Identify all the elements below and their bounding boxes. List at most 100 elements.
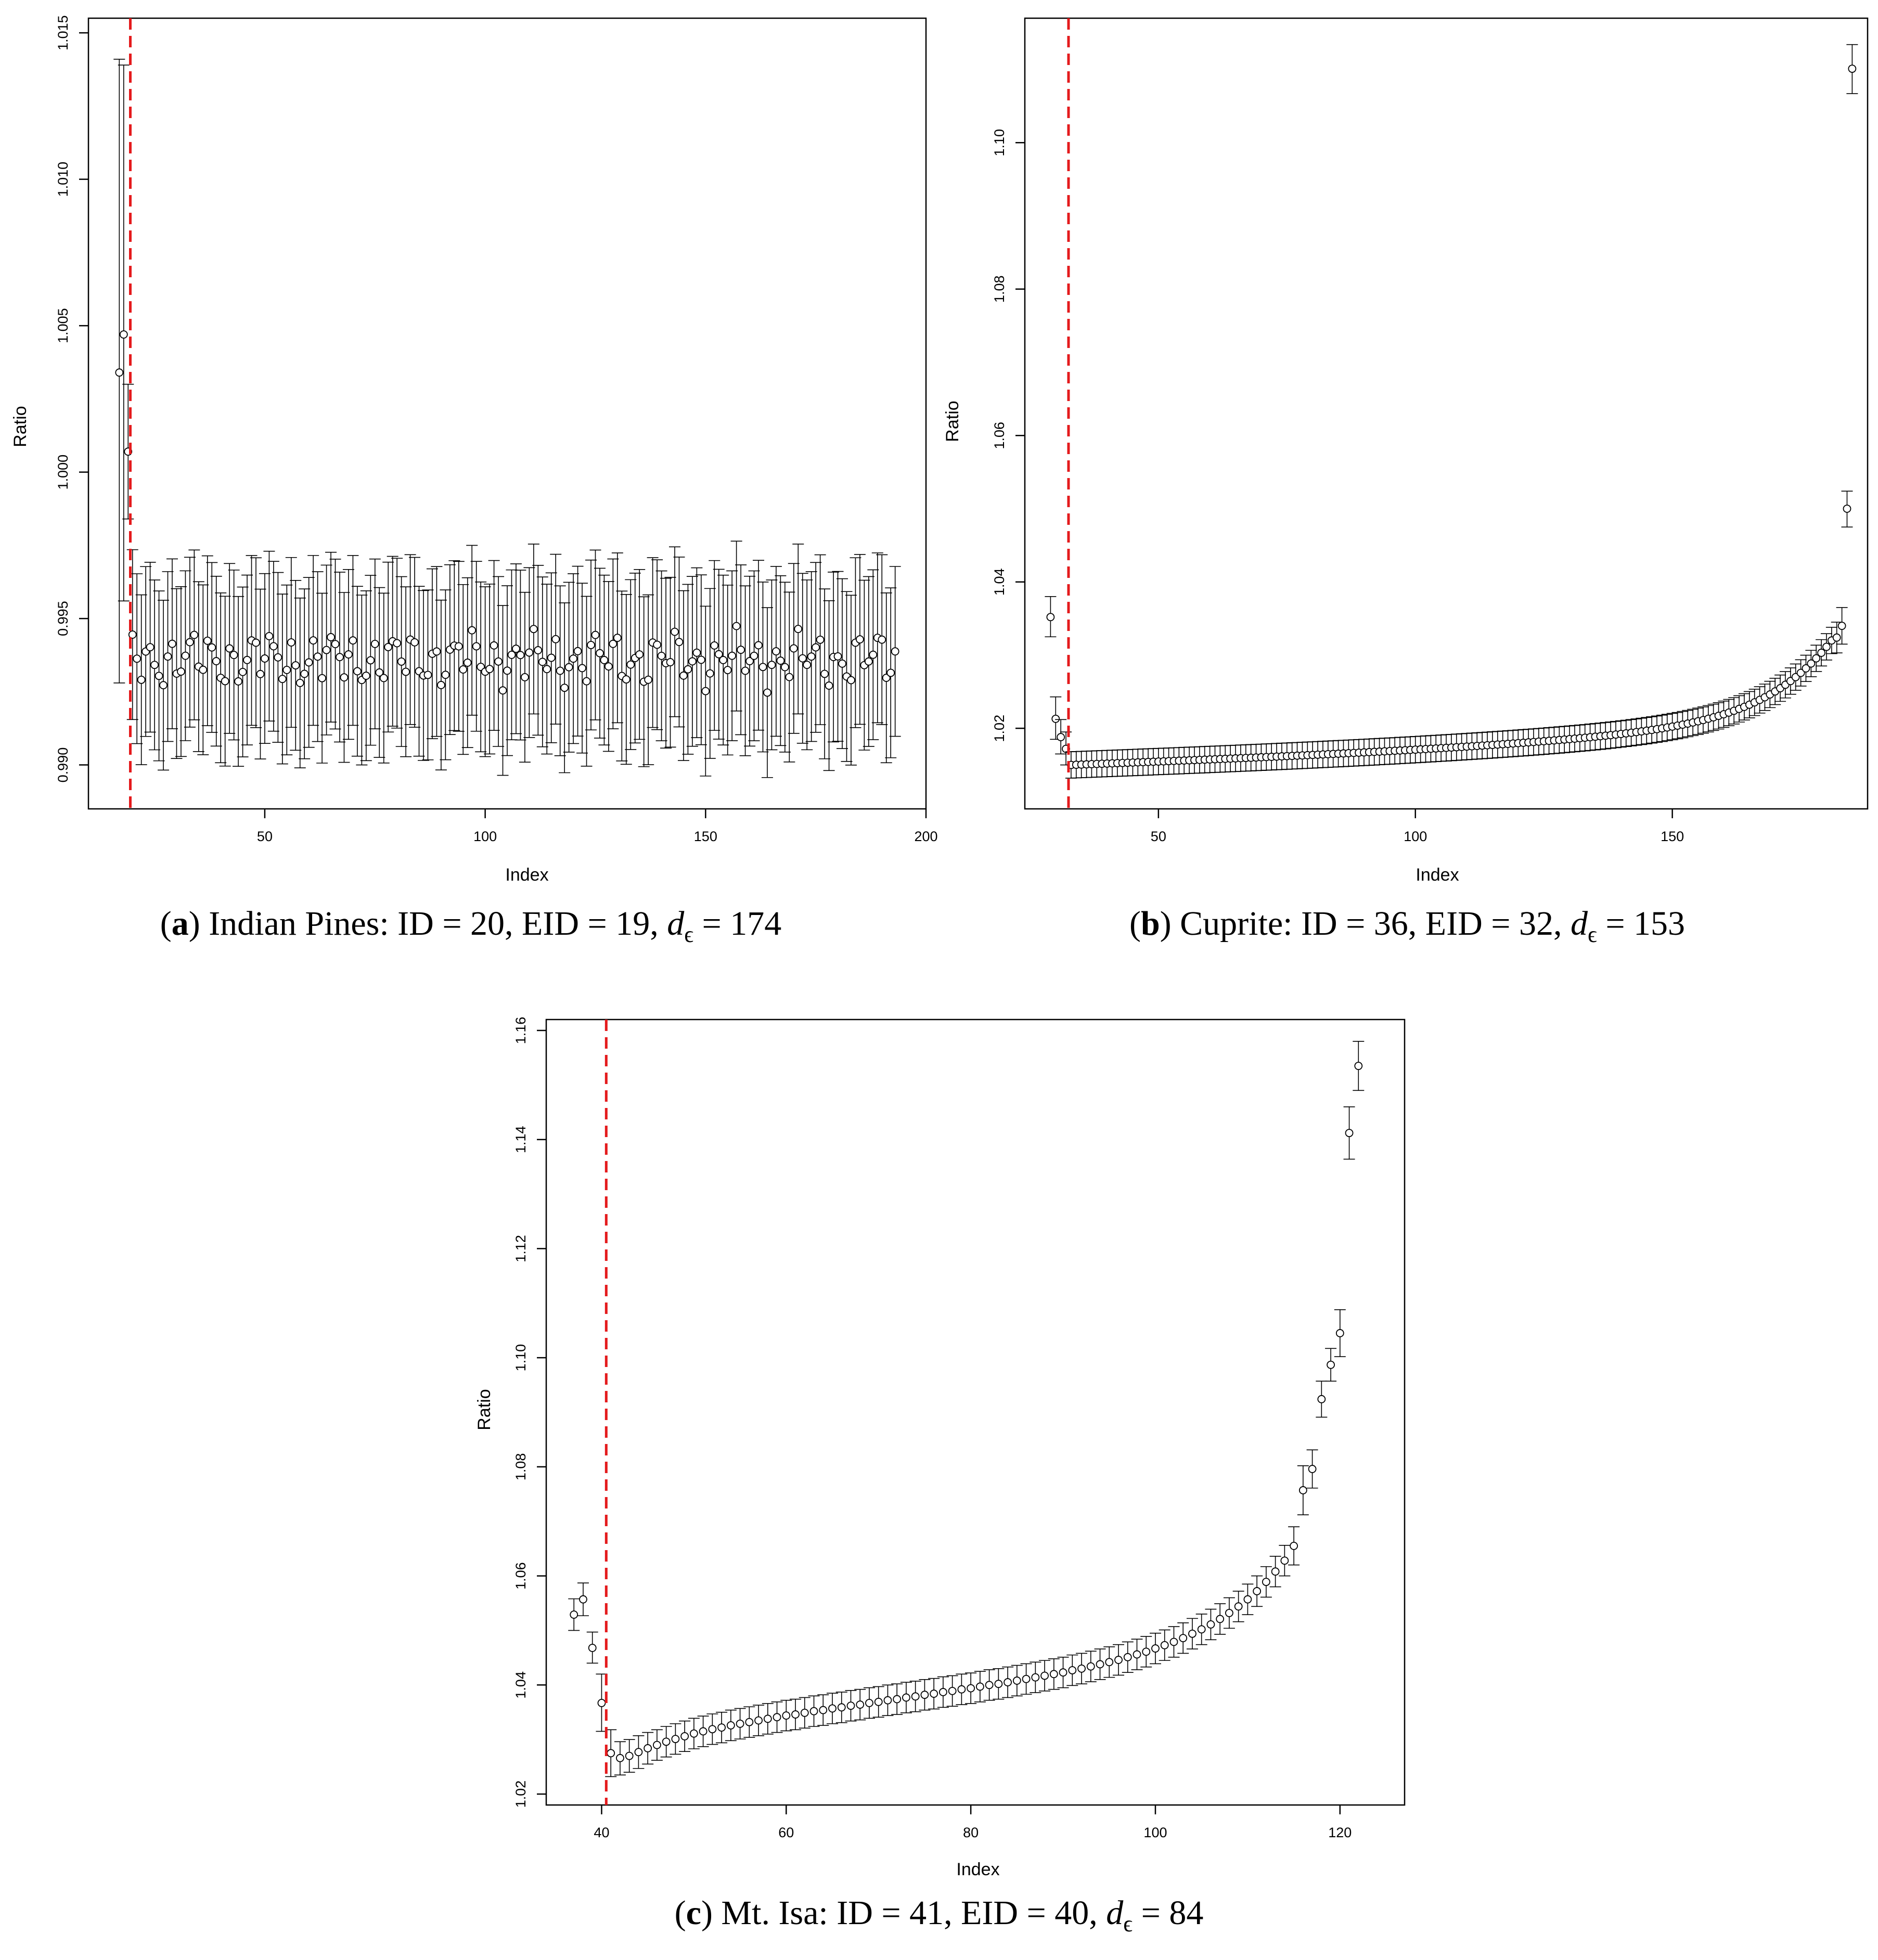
panel-c-data-point [1002,1666,1014,1698]
panel-c-data-point [1353,1041,1365,1091]
panel-c-ytick-label: 1.12 [513,1235,529,1262]
panel-c-marker [1179,1634,1188,1643]
panel-b-marker [1832,633,1841,642]
panel-a-ytick-label: 1.010 [55,162,71,197]
panel-b-data-point [1055,719,1067,755]
panel-a-marker [622,675,631,684]
panel-c-data-point [734,1708,746,1739]
panel-a-marker [344,650,353,659]
panel-c-data-point [974,1671,986,1703]
panel-c-data-point [743,1706,755,1738]
panel-b-marker [1051,714,1060,723]
panel-a-marker [313,652,322,661]
panel-a-data-point [219,596,231,767]
panel-c-marker [902,1693,910,1702]
panel-a-marker [159,681,168,690]
panel-a-marker [370,640,379,648]
panel-c-marker [1253,1587,1262,1595]
panel-b-data-point [1774,674,1786,702]
panel-b-data-point [1790,663,1802,691]
panel-c-data-point [1334,1309,1346,1357]
panel-a-data-point [523,567,535,738]
panel-c-data-point [919,1679,931,1711]
panel-c-data-point [716,1711,728,1744]
panel-a-marker [410,638,419,647]
panel-a-marker [520,673,529,681]
panel-c-data-point [808,1695,820,1727]
panel-a-data-point [814,554,826,725]
panel-a-data-point [484,584,496,755]
panel-a-data-point [444,564,456,735]
panel-a-marker [155,672,163,680]
panel-a-marker [300,669,309,678]
panel-a-data-point [863,576,874,747]
panel-a-data-point [832,571,844,742]
panel-c-data-point [993,1668,1005,1700]
panel-a-marker [626,660,635,669]
panel-c-marker [957,1685,966,1694]
panel-a-marker [119,330,128,339]
panel-a-marker [498,686,507,695]
panel-a-marker [803,661,812,669]
panel-a-data-point [241,574,253,745]
panel-a-marker [758,663,767,672]
panel-c-data-point [909,1681,921,1712]
panel-c-marker [948,1686,957,1695]
panel-a-marker [503,666,511,675]
panel-c-caption: (c) Mt. Isa: ID = 41, EID = 40, dϵ = 84 [674,1894,1204,1937]
panel-a-marker [525,648,534,657]
panel-b-ylabel: Ratio [943,401,962,442]
panel-a-marker [291,661,300,670]
panel-b-ytick-label: 1.04 [992,568,1007,596]
panel-a-marker [331,640,340,649]
panel-a-marker [869,650,878,659]
panel-a-data-point [201,555,213,726]
panel-b-caption-text: Cuprite: ID = 36, EID = 32, [1180,905,1571,943]
panel-b-marker [1822,642,1831,651]
panel-c-data-point [568,1598,580,1631]
panel-c-data-point [1223,1597,1235,1629]
panel-a-marker [238,667,247,676]
panel-c-data-point [1177,1622,1189,1654]
panel-a-marker [732,622,741,630]
panel-c-data-point [725,1709,737,1742]
panel-a-data-point [488,560,500,731]
panel-a-data-point [796,573,808,744]
panel-c-data-point [1195,1614,1207,1645]
panel-a-marker [375,668,384,677]
panel-c-data-point [863,1687,875,1719]
panel-a-marker [190,630,199,639]
panel-a-marker [771,647,780,656]
panel-c-marker [597,1699,606,1707]
panel-a-marker [199,665,208,674]
panel-a-xtick-label: 150 [694,829,717,844]
panel-a-data-point [735,564,747,736]
panel-a-data-point [413,586,425,757]
panel-c-marker [1317,1395,1326,1403]
panel-a-data-point [461,577,473,748]
panel-a-ylabel: Ratio [10,406,30,447]
panel-b-xtick-label: 50 [1151,829,1166,844]
panel-a-marker [675,638,684,647]
panel-a-data-point [179,570,191,741]
panel-a-marker [163,652,172,661]
panel-c-data-point [1279,1545,1291,1577]
panel-a-data-point [691,567,703,738]
panel-b-ytick-label: 1.10 [992,129,1007,157]
panel-c-marker [1096,1660,1104,1669]
panel-a-data-point [113,59,125,684]
panel-b-marker [1796,668,1805,677]
panel-a-data-point [338,592,350,763]
panel-a-marker [635,650,644,659]
panel-c-marker [671,1735,680,1744]
panel-a-data-point [889,566,901,737]
panel-c-data-point [642,1732,654,1765]
panel-c-ytick-label: 1.06 [513,1562,529,1590]
panel-c-data-point [1113,1644,1124,1676]
panel-a-marker [441,670,450,679]
panel-b-data-point [1636,717,1648,745]
panel-a-data-point [779,582,791,753]
panel-a-marker [402,667,410,676]
panel-a-data-point [867,569,879,740]
panel-b-letter: b [1140,905,1160,943]
